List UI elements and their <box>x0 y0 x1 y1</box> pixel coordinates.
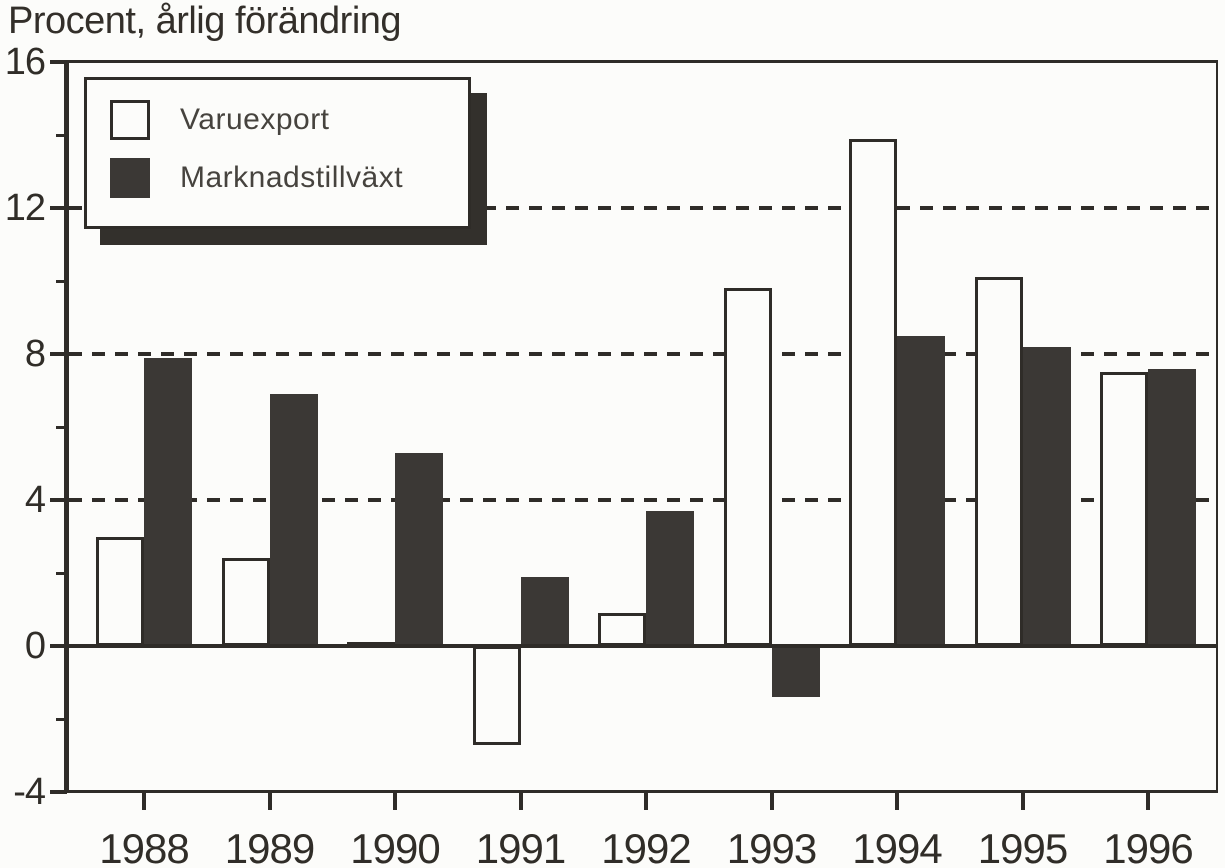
marknadstillvaxt-swatch-icon <box>110 158 150 198</box>
bar-marknadstillväxt-1993 <box>771 646 820 698</box>
x-tick-1988 <box>142 792 146 810</box>
bar-varuexport-1996 <box>1100 372 1148 646</box>
bar-marknadstillväxt-1988 <box>144 357 192 646</box>
x-tick-1993 <box>769 792 774 810</box>
y-minor-tick--2 <box>56 718 67 721</box>
y-tick-label-12: 12 <box>4 187 46 229</box>
y-tick-label-0: 0 <box>24 625 46 667</box>
x-tick-1989 <box>267 792 272 810</box>
bar-marknadstillväxt-1992 <box>646 510 694 646</box>
y-tick-label-4: 4 <box>24 479 46 521</box>
y-minor-tick-14 <box>56 134 67 137</box>
gridline-8 <box>69 352 1218 356</box>
y-minor-tick-10 <box>56 280 67 283</box>
y-minor-tick-2 <box>56 572 67 575</box>
y-tick-16 <box>50 60 67 64</box>
bar-varuexport-1989 <box>221 558 270 646</box>
y-tick-4 <box>50 498 67 502</box>
x-label-1990: 1990 <box>350 825 440 868</box>
bar-varuexport-1992 <box>598 613 646 646</box>
y-tick-0 <box>50 644 67 648</box>
legend-label-marknadstillvaxt: Marknadstillväxt <box>180 161 404 194</box>
chart-title: Procent, årlig förändring <box>8 0 402 42</box>
bar-varuexport-1991 <box>472 646 521 745</box>
x-label-1991: 1991 <box>475 825 566 868</box>
plot-top-border <box>67 60 1218 63</box>
x-tick-1994 <box>895 792 899 810</box>
y-minor-tick-6 <box>56 426 67 429</box>
zero-line <box>67 644 1218 648</box>
bar-marknadstillväxt-1989 <box>269 394 318 646</box>
x-tick-1990 <box>393 792 397 810</box>
x-label-1992: 1992 <box>601 825 691 868</box>
bar-marknadstillväxt-1990 <box>395 452 443 646</box>
x-label-1988: 1988 <box>99 825 189 868</box>
plot-right-border <box>1216 60 1218 792</box>
x-label-1996: 1996 <box>1103 825 1193 868</box>
bar-marknadstillväxt-1996 <box>1148 368 1196 646</box>
x-label-1994: 1994 <box>852 825 942 868</box>
bar-marknadstillväxt-1995 <box>1022 346 1071 646</box>
bar-marknadstillväxt-1991 <box>520 576 569 646</box>
bar-varuexport-1995 <box>974 277 1023 646</box>
y-tick-label--4: -4 <box>13 771 46 813</box>
gridline-12 <box>69 206 1218 210</box>
legend: Varuexport Marknadstillväxt <box>84 77 471 229</box>
bar-marknadstillväxt-1994 <box>897 335 945 646</box>
y-tick--4 <box>50 790 67 794</box>
legend-item-varuexport: Varuexport <box>87 100 468 140</box>
x-label-1993: 1993 <box>726 825 817 868</box>
legend-item-marknadstillvaxt: Marknadstillväxt <box>87 158 468 198</box>
x-label-1989: 1989 <box>224 825 315 868</box>
legend-label-varuexport: Varuexport <box>180 103 330 136</box>
y-tick-label-16: 16 <box>4 41 46 83</box>
bar-varuexport-1988 <box>96 536 144 646</box>
x-axis-line <box>50 790 1218 793</box>
y-tick-label-8: 8 <box>24 333 46 375</box>
varuexport-swatch-icon <box>110 100 150 140</box>
bar-varuexport-1994 <box>849 138 897 646</box>
y-tick-12 <box>50 206 67 210</box>
bar-varuexport-1993 <box>723 288 772 646</box>
x-tick-1995 <box>1020 792 1025 810</box>
x-tick-1991 <box>518 792 523 810</box>
gridline-4 <box>69 498 1218 502</box>
x-label-1995: 1995 <box>977 825 1068 868</box>
y-tick-8 <box>50 352 67 356</box>
x-tick-1996 <box>1146 792 1150 810</box>
x-tick-1992 <box>644 792 648 810</box>
